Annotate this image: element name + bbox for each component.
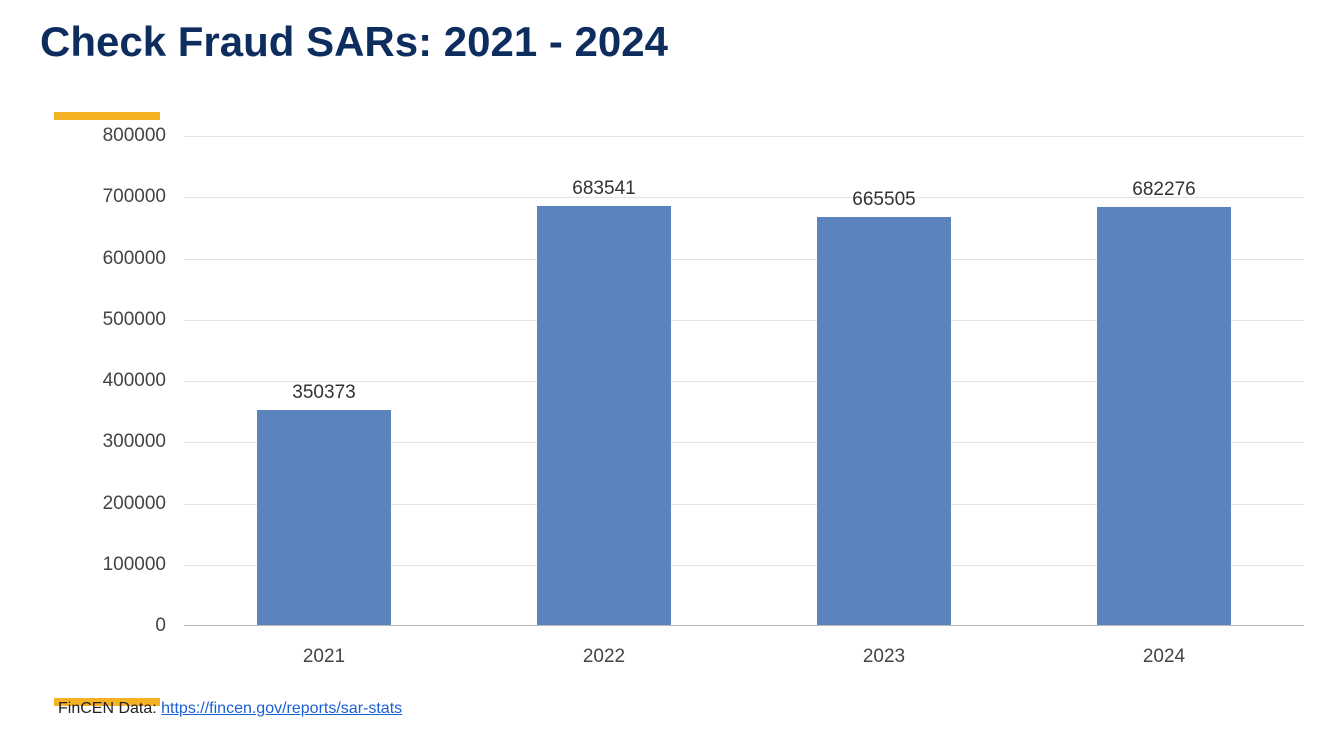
y-axis: 0 100000 200000 300000 400000 500000 600000 700… [54,136,184,676]
y-tick-label: 500000 [103,309,166,331]
y-tick-label: 100000 [103,554,166,576]
x-tick-label: 2021 [303,646,345,668]
y-tick-label: 0 [155,615,166,637]
x-axis: 2021 2022 2023 2024 [184,636,1304,676]
bar-value-label: 665505 [852,189,915,211]
x-tick-label: 2022 [583,646,625,668]
bar [257,410,391,625]
gridline [184,136,1304,137]
footer-link[interactable]: https://fincen.gov/reports/sar-stats [161,700,402,717]
accent-bar-top [54,112,160,120]
chart-title: Check Fraud SARs: 2021 - 2024 [40,18,1298,66]
footer-citation: FinCEN Data: https://fincen.gov/reports/… [58,700,402,718]
bar [537,206,671,625]
y-tick-label: 700000 [103,186,166,208]
bar-value-label: 683541 [572,178,635,200]
footer-prefix: FinCEN Data: [58,700,161,717]
y-tick-label: 600000 [103,248,166,270]
bar [817,217,951,625]
plot-area: 350373 683541 665505 682276 [184,136,1304,626]
y-tick-label: 800000 [103,125,166,147]
x-tick-label: 2024 [1143,646,1185,668]
y-tick-label: 400000 [103,370,166,392]
x-tick-label: 2023 [863,646,905,668]
y-tick-label: 200000 [103,493,166,515]
bar-chart: 0 100000 200000 300000 400000 500000 600000 700… [54,136,1304,676]
bar-value-label: 350373 [292,382,355,404]
bar-value-label: 682276 [1132,179,1195,201]
y-tick-label: 300000 [103,431,166,453]
bar [1097,207,1231,625]
